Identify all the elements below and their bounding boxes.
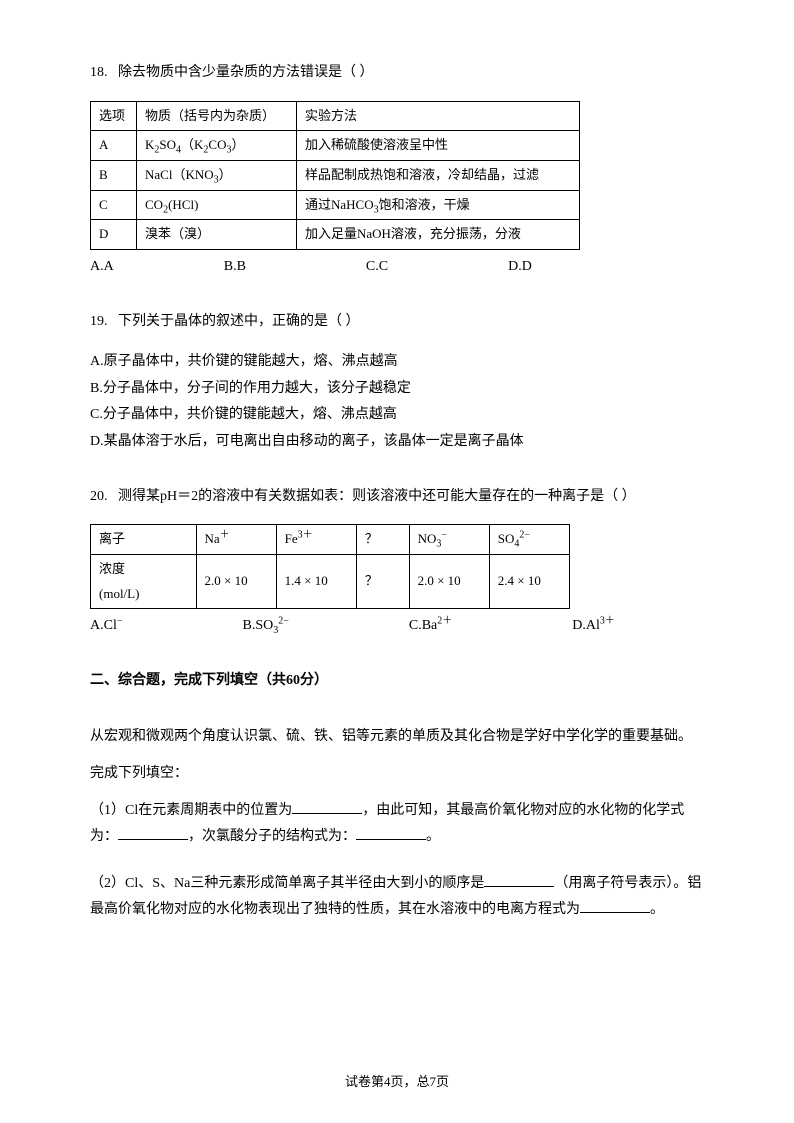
q20-r0c1: Na＋ bbox=[196, 525, 276, 555]
blank-2 bbox=[118, 826, 188, 840]
question-20: 20. 测得某pH＝2的溶液中有关数据如表：则该溶液中还可能大量存在的一种离子是… bbox=[90, 484, 704, 640]
q19-opt-b: B.分子晶体中，分子间的作用力越大，该分子越稳定 bbox=[90, 376, 704, 403]
q19-text: 下列关于晶体的叙述中，正确的是（ ） bbox=[118, 314, 360, 329]
q18-r3c0: D bbox=[91, 220, 137, 250]
q18-r1c1: NaCl（KNO3） bbox=[137, 160, 297, 190]
section2-intro2: 完成下列填空： bbox=[90, 761, 704, 788]
q20-stem: 20. 测得某pH＝2的溶液中有关数据如表：则该溶液中还可能大量存在的一种离子是… bbox=[90, 484, 704, 511]
q19-opt-d: D.某晶体溶于水后，可电离出自由移动的离子，该晶体一定是离子晶体 bbox=[90, 429, 704, 456]
q18-text: 除去物质中含少量杂质的方法错误是（ ） bbox=[118, 65, 374, 80]
q20-opt-d: D.Al3＋ bbox=[572, 613, 615, 640]
q20-r1c2: 1.4 × 10 bbox=[276, 554, 356, 608]
s2-p2a: （2）Cl、S、Na三种元素形成简单离子其半径由大到小的顺序是 bbox=[90, 876, 484, 891]
q20-opt-b: B.SO32− bbox=[242, 613, 288, 640]
section2-intro1: 从宏观和微观两个角度认识氯、硫、铁、铝等元素的单质及其化合物是学好中学化学的重要… bbox=[90, 724, 704, 751]
blank-4 bbox=[484, 873, 554, 887]
q18-opt-b: B.B bbox=[224, 254, 246, 281]
q20-opt-a: A.Cl− bbox=[90, 613, 122, 640]
q18-r0c1: K2SO4（K2CO3） bbox=[137, 131, 297, 161]
q18-number: 18. bbox=[90, 65, 108, 80]
q18-table: 选项 物质（括号内为杂质） 实验方法 A K2SO4（K2CO3） 加入稀硫酸使… bbox=[90, 101, 580, 250]
q18-stem: 18. 除去物质中含少量杂质的方法错误是（ ） bbox=[90, 60, 704, 87]
q19-opt-a: A.原子晶体中，共价键的键能越大，熔、沸点越高 bbox=[90, 349, 704, 376]
s2-p1a: （1）Cl在元素周期表中的位置为 bbox=[90, 803, 292, 818]
q19-number: 19. bbox=[90, 314, 108, 329]
blank-5 bbox=[580, 899, 650, 913]
q18-r2c1: CO2(HCl) bbox=[137, 190, 297, 220]
q18-th-1: 物质（括号内为杂质） bbox=[137, 101, 297, 131]
q19-stem: 19. 下列关于晶体的叙述中，正确的是（ ） bbox=[90, 309, 704, 336]
q20-r0c3: ？ bbox=[356, 525, 409, 555]
q19-opt-c: C.分子晶体中，共价键的键能越大，熔、沸点越高 bbox=[90, 402, 704, 429]
q20-r0c5: SO42− bbox=[489, 525, 569, 555]
q20-text: 测得某pH＝2的溶液中有关数据如表：则该溶液中还可能大量存在的一种离子是（ ） bbox=[118, 489, 636, 504]
q18-th-0: 选项 bbox=[91, 101, 137, 131]
q18-r1c0: B bbox=[91, 160, 137, 190]
q18-options: A.A B.B C.C D.D bbox=[90, 254, 704, 281]
s2-p1d: 。 bbox=[426, 829, 440, 844]
q18-r0c2: 加入稀硫酸使溶液呈中性 bbox=[297, 131, 580, 161]
q20-r1c1: 2.0 × 10 bbox=[196, 554, 276, 608]
page-footer: 试卷第4页，总7页 bbox=[0, 1070, 794, 1095]
q20-opt-c: C.Ba2＋ bbox=[409, 613, 452, 640]
q18-opt-a: A.A bbox=[90, 254, 114, 281]
q18-opt-c: C.C bbox=[366, 254, 388, 281]
section-2-title: 二、综合题，完成下列填空（共60分） bbox=[90, 668, 704, 695]
q18-r1c2: 样品配制成热饱和溶液，冷却结晶，过滤 bbox=[297, 160, 580, 190]
q18-opt-d: D.D bbox=[508, 254, 532, 281]
q20-r1c0: 浓度(mol/L) bbox=[91, 554, 197, 608]
s2-p1c: ，次氯酸分子的结构式为： bbox=[188, 829, 356, 844]
section2-p2: （2）Cl、S、Na三种元素形成简单离子其半径由大到小的顺序是（用离子符号表示）… bbox=[90, 871, 704, 924]
q18-r2c2: 通过NaHCO3饱和溶液，干燥 bbox=[297, 190, 580, 220]
q20-number: 20. bbox=[90, 489, 108, 504]
q20-r0c2: Fe3＋ bbox=[276, 525, 356, 555]
question-18: 18. 除去物质中含少量杂质的方法错误是（ ） 选项 物质（括号内为杂质） 实验… bbox=[90, 60, 704, 281]
q18-th-2: 实验方法 bbox=[297, 101, 580, 131]
q20-table: 离子 Na＋ Fe3＋ ？ NO3− SO42− 浓度(mol/L) 2.0 ×… bbox=[90, 524, 570, 609]
q18-r3c1: 溴苯（溴） bbox=[137, 220, 297, 250]
q20-r1c4: 2.0 × 10 bbox=[409, 554, 489, 608]
q20-r1c3: ？ bbox=[356, 554, 409, 608]
q20-r0c4: NO3− bbox=[409, 525, 489, 555]
s2-p2c: 。 bbox=[650, 902, 664, 917]
section2-p1: （1）Cl在元素周期表中的位置为，由此可知，其最高价氧化物对应的水化物的化学式为… bbox=[90, 798, 704, 851]
q18-r3c2: 加入足量NaOH溶液，充分振荡，分液 bbox=[297, 220, 580, 250]
q20-r1c5: 2.4 × 10 bbox=[489, 554, 569, 608]
question-19: 19. 下列关于晶体的叙述中，正确的是（ ） A.原子晶体中，共价键的键能越大，… bbox=[90, 309, 704, 456]
q20-r0c0: 离子 bbox=[91, 525, 197, 555]
blank-3 bbox=[356, 826, 426, 840]
q18-r0c0: A bbox=[91, 131, 137, 161]
blank-1 bbox=[292, 800, 362, 814]
q20-options: A.Cl− B.SO32− C.Ba2＋ D.Al3＋ bbox=[90, 613, 704, 640]
q18-r2c0: C bbox=[91, 190, 137, 220]
